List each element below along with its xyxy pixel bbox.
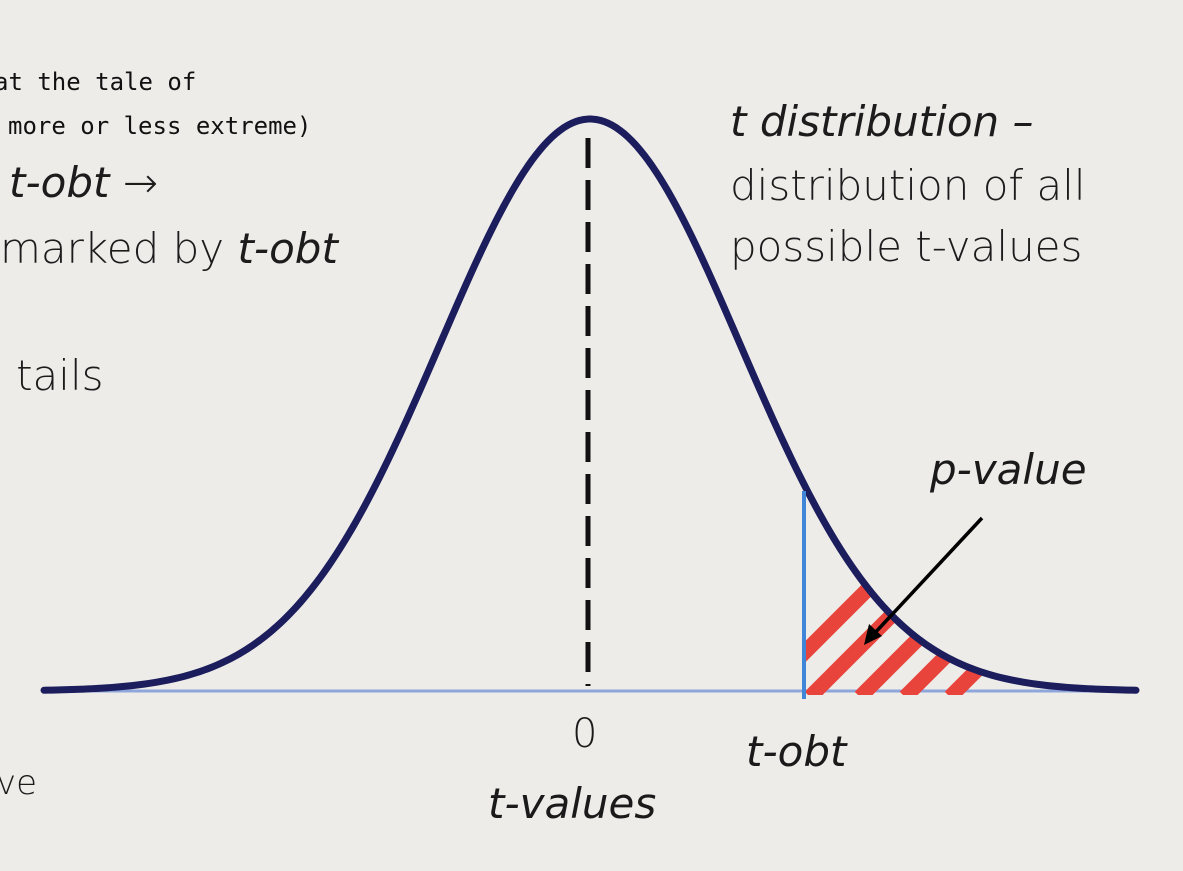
left-note-line-4-term: t-obt [237,224,338,273]
p-value-arrow-shaft [871,516,984,637]
t-obt-label: t-obt [746,727,847,776]
p-value-arrow-head [864,624,882,645]
left-note-line-6: ve [0,763,38,803]
p-value-hatched-region [804,521,1000,695]
left-note-line-4: marked by t-obt [0,228,338,270]
left-note-line-3-arrow: → [109,158,159,207]
left-note-line-4-prefix: marked by [0,224,238,273]
zero-tick-label: 0 [572,711,598,757]
p-value-label: p-value [930,445,1087,494]
left-note-line-3-prefix: l [0,158,9,207]
handwritten-note-line-2: more or less extreme) [8,112,312,140]
left-note-line-3: l t-obt → [0,162,158,204]
definition-term: t distribution – [730,97,1034,146]
definition-line-3: possible t-values [730,222,1083,271]
left-note-line-3-term: t-obt [9,158,110,207]
t-distribution-curve [40,115,1140,694]
handwritten-note-line-1: at the tale of [0,68,197,96]
definition-line-2: distribution of all [730,161,1086,210]
x-axis-label: t-values [488,779,657,828]
left-note-line-5: 2 tails [0,351,104,400]
